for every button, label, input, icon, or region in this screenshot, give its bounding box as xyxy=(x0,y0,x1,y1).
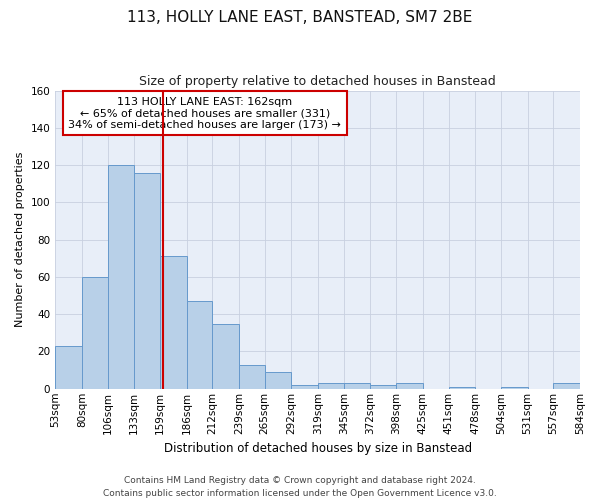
Bar xyxy=(160,256,187,389)
Bar xyxy=(55,346,82,389)
Bar xyxy=(449,387,475,389)
Bar xyxy=(501,387,527,389)
Y-axis label: Number of detached properties: Number of detached properties xyxy=(15,152,25,328)
Bar xyxy=(187,301,212,389)
Bar xyxy=(265,372,292,389)
Bar xyxy=(344,383,370,389)
X-axis label: Distribution of detached houses by size in Banstead: Distribution of detached houses by size … xyxy=(164,442,472,455)
Bar xyxy=(553,383,580,389)
Bar xyxy=(370,385,396,389)
Title: Size of property relative to detached houses in Banstead: Size of property relative to detached ho… xyxy=(139,75,496,88)
Bar xyxy=(318,383,344,389)
Text: Contains HM Land Registry data © Crown copyright and database right 2024.
Contai: Contains HM Land Registry data © Crown c… xyxy=(103,476,497,498)
Bar xyxy=(212,324,239,389)
Bar xyxy=(292,385,318,389)
Text: 113 HOLLY LANE EAST: 162sqm
← 65% of detached houses are smaller (331)
34% of se: 113 HOLLY LANE EAST: 162sqm ← 65% of det… xyxy=(68,96,341,130)
Bar xyxy=(396,383,423,389)
Bar xyxy=(107,165,134,389)
Bar xyxy=(82,277,107,389)
Text: 113, HOLLY LANE EAST, BANSTEAD, SM7 2BE: 113, HOLLY LANE EAST, BANSTEAD, SM7 2BE xyxy=(127,10,473,25)
Bar xyxy=(239,364,265,389)
Bar xyxy=(134,172,160,389)
